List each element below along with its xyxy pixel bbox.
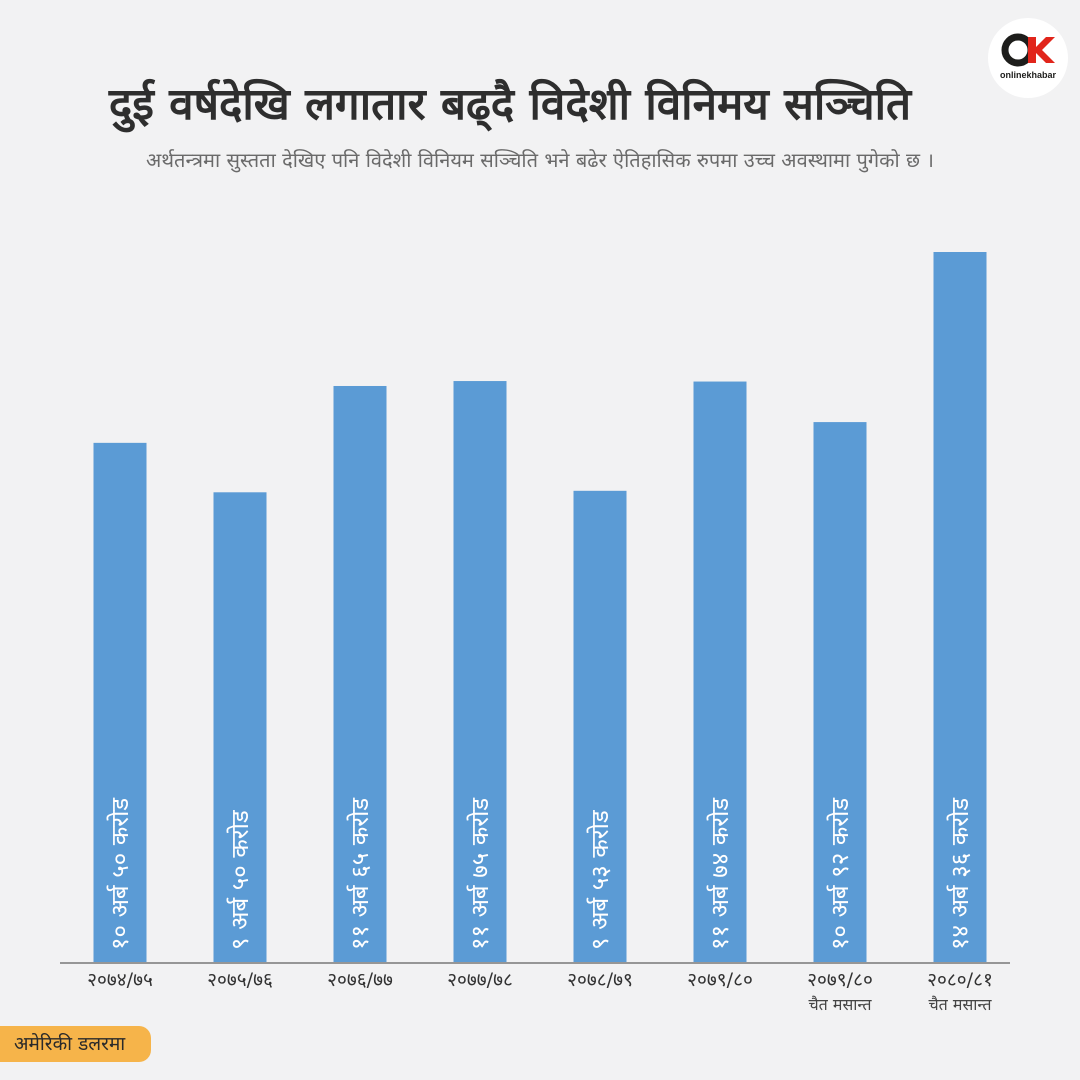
bar-4 (453, 381, 507, 962)
logo-wordmark: onlinekhabar (1000, 70, 1057, 80)
data-label-5: ९ अर्ब ५३ करोड (586, 809, 614, 950)
onlinekhabar-logo[interactable]: onlinekhabar (988, 18, 1068, 98)
x-tick-label-4: २०७७/७८ (447, 969, 513, 991)
unit-badge: अमेरिकी डलरमा (0, 1026, 152, 1062)
chart-subtitle: अर्थतन्त्रमा सुस्तता देखिए पनि विदेशी वि… (145, 148, 935, 172)
data-label-4: ११ अर्ब ७५ करोड (466, 797, 494, 950)
bar-7 (813, 422, 867, 962)
data-label-6: ११ अर्ब ७४ करोड (706, 797, 734, 950)
bar-2 (213, 492, 267, 962)
x-tick-label-7: २०७९/८० (807, 969, 873, 991)
bar-8 (933, 252, 987, 962)
x-tick-label-6: २०७९/८० (687, 969, 753, 991)
data-label-8: १४ अर्ब ३६ करोड (946, 797, 974, 950)
data-label-7: १० अर्ब ९२ करोड (826, 797, 854, 950)
x-tick-label-2: २०७५/७६ (207, 969, 273, 991)
bar-5 (573, 490, 627, 962)
data-label-3: ११ अर्ब ६५ करोड (346, 797, 374, 950)
x-tick-label-7-sub: चैत मसान्त (809, 995, 873, 1014)
data-label-1: १० अर्ब ५० करोड (106, 797, 134, 950)
bar-1 (93, 442, 147, 962)
x-tick-label-1: २०७४/७५ (87, 969, 153, 991)
bar-3 (333, 385, 387, 963)
x-tick-label-3: २०७६/७७ (327, 969, 393, 991)
x-tick-label-5: २०७८/७९ (567, 969, 633, 991)
bar-6 (693, 381, 747, 962)
x-tick-label-8: २०८०/८१ (927, 969, 993, 991)
data-label-2: ९ अर्ब ५० करोड (226, 809, 254, 950)
chart-title: दुई वर्षदेखि लगातार बढ्दै विदेशी विनिमय … (108, 79, 912, 130)
x-tick-label-8-sub: चैत मसान्त (929, 995, 993, 1014)
logo-mark-icon: onlinekhabar (1000, 33, 1057, 80)
